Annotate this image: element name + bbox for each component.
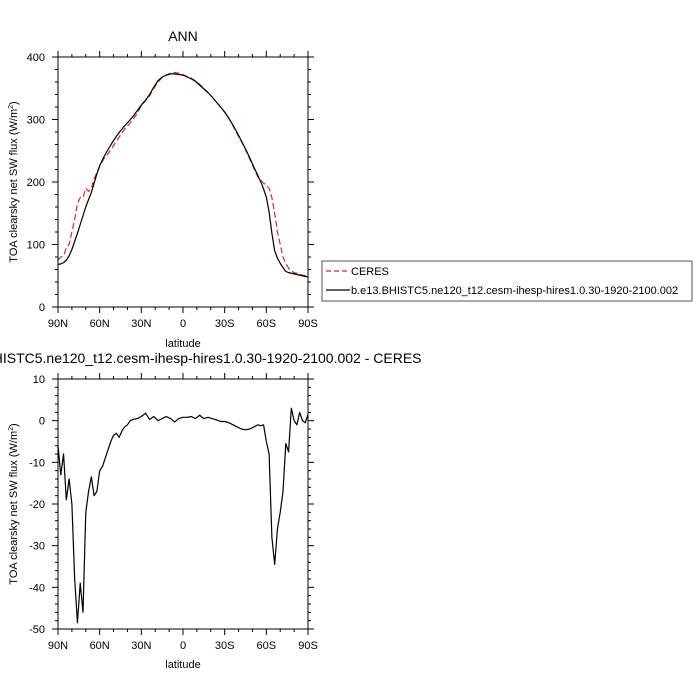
bottom-y-label-main: TOA clearsky net SW flux (W/m bbox=[8, 431, 20, 585]
top-y-label-sup: 2 bbox=[8, 105, 15, 109]
bottom-y-tick-label: -30 bbox=[29, 541, 45, 553]
top-y-tick-label: 200 bbox=[27, 177, 45, 189]
top-panel-tick-labels: 90N 60N 30N 0 30S 60S 90S 0 100 200 300 400 bbox=[27, 52, 318, 330]
legend-label-model: b.e13.BHISTC5.ne120_t12.cesm-ihesp-hires… bbox=[351, 285, 678, 297]
top-panel-plot-frame bbox=[57, 56, 309, 308]
bottom-y-tick-label: -20 bbox=[29, 499, 45, 511]
bottom-panel-x-axis-label: latitude bbox=[165, 659, 200, 671]
bottom-x-tick-label: 90N bbox=[48, 640, 68, 652]
bottom-x-tick-label: 60N bbox=[90, 640, 110, 652]
legend-box bbox=[321, 260, 693, 302]
bottom-x-tick-label: 0 bbox=[180, 640, 186, 652]
bottom-panel: b.e13.BHISTC5.ne120_t12.cesm-ihesp-hires… bbox=[0, 350, 422, 671]
bottom-series-line-difference bbox=[57, 407, 309, 624]
top-x-tick-label: 60S bbox=[257, 318, 277, 330]
bottom-panel-tick-labels: 90N 60N 30N 0 30S 60S 90S -50 -40 -30 -20 -10 0 10 bbox=[29, 374, 318, 652]
bottom-y-label-close: ) bbox=[8, 423, 20, 427]
top-y-tick-label: 100 bbox=[27, 240, 45, 252]
top-x-tick-label: 30S bbox=[215, 318, 235, 330]
top-x-tick-label: 0 bbox=[180, 318, 186, 330]
top-panel: ANN 90N 60N 30N 0 30S 60S 90S 0 100 200 300 400 lat… bbox=[8, 28, 693, 350]
top-panel-series bbox=[57, 72, 309, 278]
bottom-x-tick-label: 60S bbox=[257, 640, 277, 652]
legend-label-ceres: CERES bbox=[351, 266, 389, 278]
bottom-y-tick-label: -10 bbox=[29, 457, 45, 469]
legend: CERES b.e13.BHISTC5.ne120_t12.cesm-ihesp… bbox=[321, 260, 693, 302]
bottom-x-tick-label: 30N bbox=[131, 640, 151, 652]
top-series-line-ceres bbox=[57, 72, 309, 278]
top-panel-x-axis-label: latitude bbox=[165, 338, 200, 350]
top-y-tick-label: 400 bbox=[27, 52, 45, 64]
bottom-x-tick-label: 90S bbox=[298, 640, 318, 652]
bottom-y-tick-label: 10 bbox=[33, 374, 45, 386]
bottom-y-tick-label: -50 bbox=[29, 624, 45, 636]
top-x-tick-label: 90N bbox=[48, 318, 68, 330]
top-y-label-main: TOA clearsky net SW flux (W/m bbox=[8, 109, 20, 263]
top-panel-y-axis-label: TOA clearsky net SW flux (W/m2) bbox=[8, 101, 20, 262]
bottom-panel-series bbox=[57, 407, 309, 624]
bottom-panel-y-axis-label: TOA clearsky net SW flux (W/m2) bbox=[8, 423, 20, 584]
top-panel-title: ANN bbox=[168, 28, 198, 44]
top-x-tick-label: 90S bbox=[298, 318, 318, 330]
bottom-y-tick-label: 0 bbox=[39, 416, 45, 428]
bottom-panel-plot-frame bbox=[57, 378, 309, 630]
bottom-panel-title: b.e13.BHISTC5.ne120_t12.cesm-ihesp-hires… bbox=[0, 350, 422, 366]
top-series-line-model bbox=[57, 73, 309, 278]
bottom-panel-ticks bbox=[52, 373, 314, 635]
top-y-label-close: ) bbox=[8, 101, 20, 105]
top-x-tick-label: 30N bbox=[131, 318, 151, 330]
top-panel-ticks bbox=[52, 51, 314, 313]
bottom-x-tick-label: 30S bbox=[215, 640, 235, 652]
top-x-tick-label: 60N bbox=[90, 318, 110, 330]
bottom-y-tick-label: -40 bbox=[29, 582, 45, 594]
top-y-tick-label: 0 bbox=[39, 302, 45, 314]
bottom-y-label-sup: 2 bbox=[8, 427, 15, 431]
top-y-tick-label: 300 bbox=[27, 115, 45, 127]
